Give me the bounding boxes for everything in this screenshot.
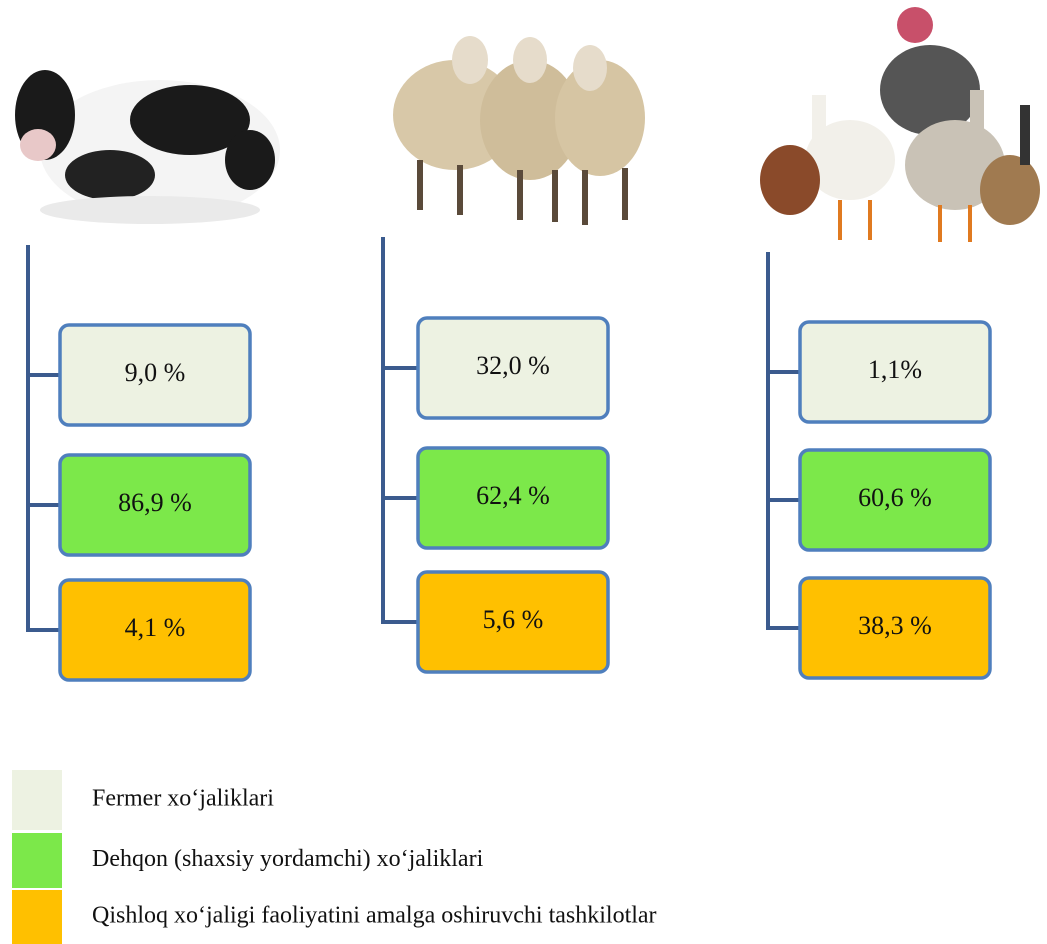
value-box — [798, 448, 992, 552]
legend-swatch — [12, 890, 62, 944]
value-box — [416, 446, 610, 550]
legend-label: Qishloq xo‘jaligi faoliyatini amalga osh… — [92, 903, 657, 929]
value-box — [798, 576, 992, 680]
legend-label: Fermer xo‘jaliklari — [92, 786, 274, 812]
value-label: 32,0 % — [476, 351, 550, 380]
legend-swatch — [12, 833, 62, 888]
value-box — [58, 578, 252, 682]
value-label: 62,4 % — [476, 481, 550, 510]
poultry-image — [760, 7, 1040, 242]
legend-label: Dehqon (shaxsiy yordamchi) xo‘jaliklari — [92, 846, 484, 872]
sheep-image — [393, 36, 645, 225]
value-box — [58, 453, 252, 557]
value-label: 60,6 % — [858, 483, 932, 512]
value-label: 38,3 % — [858, 611, 932, 640]
value-label: 4,1 % — [125, 613, 186, 642]
value-box — [416, 316, 610, 420]
value-label: 86,9 % — [118, 488, 192, 517]
value-box — [416, 570, 610, 674]
value-box — [798, 320, 992, 424]
value-label: 5,6 % — [483, 605, 544, 634]
value-label: 9,0 % — [125, 358, 186, 387]
legend-swatch — [12, 770, 62, 830]
value-box — [58, 323, 252, 427]
cow-image — [15, 70, 280, 224]
value-label: 1,1% — [868, 355, 922, 384]
